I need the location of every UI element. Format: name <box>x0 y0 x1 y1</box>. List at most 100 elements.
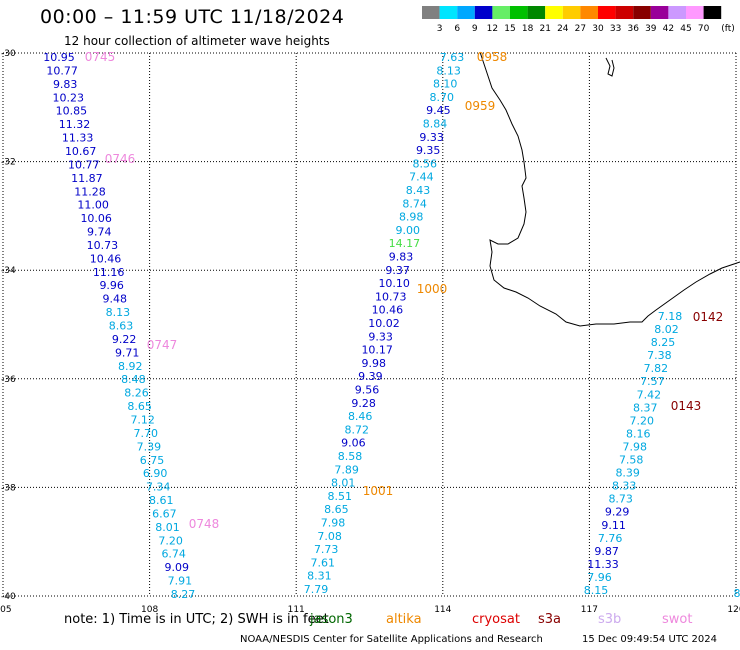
wave-height-value: 8.48 <box>121 373 146 386</box>
wave-height-values: 10.9510.779.8310.2310.8511.3211.3310.671… <box>43 51 740 601</box>
wave-height-value: 8.72 <box>345 423 370 436</box>
legend-tick-label: 45 <box>680 24 691 34</box>
wave-height-value: 8.84 <box>423 118 448 131</box>
legend-swatch <box>703 6 722 19</box>
lon-tick-label: 117 <box>581 605 598 615</box>
legend-tick-label: 24 <box>557 24 569 34</box>
legend-tick-label: 33 <box>610 24 621 34</box>
legend-unit: (ft) <box>721 24 735 34</box>
pass-time-label: 0958 <box>477 50 508 64</box>
legend-swatch <box>492 6 510 19</box>
wave-height-value: 6.74 <box>161 548 186 561</box>
wave-height-value: 7.70 <box>134 427 159 440</box>
wave-height-value: 8.27 <box>171 588 196 601</box>
wave-height-value: 7.89 <box>334 463 359 476</box>
legend-swatch <box>562 6 581 19</box>
legend-tick-label: 70 <box>698 24 710 34</box>
lat-tick-label: -36 <box>1 375 16 385</box>
wave-height-value: 8.01 <box>155 521 180 534</box>
wave-height-value: 7.82 <box>644 362 669 375</box>
wave-height-value: 8.26 <box>124 387 149 400</box>
pass-time-label: 1001 <box>363 484 394 498</box>
australia-coastline <box>479 51 740 327</box>
wave-height-value: 7.63 <box>440 51 465 64</box>
wave-height-value: 10.73 <box>375 290 407 303</box>
wave-height-value: 8.73 <box>608 493 633 506</box>
satellite-legend-item: s3a <box>538 612 562 627</box>
wave-height-value: 10.85 <box>56 105 88 118</box>
wave-height-value: 8.37 <box>633 401 658 414</box>
wave-height-value: 7.39 <box>137 440 162 453</box>
wave-height-value: 9.00 <box>396 224 421 237</box>
legend-swatch <box>510 6 528 19</box>
map-title: 00:00 – 11:59 UTC 11/18/2024 <box>40 6 345 28</box>
wave-height-value: 7.08 <box>317 530 342 543</box>
legend-tick-label: 6 <box>454 24 460 34</box>
edge-value-fragment: 8 <box>734 587 740 600</box>
legend-swatch <box>457 6 475 19</box>
legend-swatch <box>615 6 634 19</box>
wave-height-value: 10.77 <box>46 64 78 77</box>
wave-height-value: 10.95 <box>43 51 75 64</box>
legend-tick-label: 21 <box>539 24 550 34</box>
wave-height-value: 8.70 <box>430 91 455 104</box>
wave-height-value: 6.90 <box>143 467 168 480</box>
lon-tick-label: 111 <box>288 605 305 615</box>
wave-height-value: 10.73 <box>87 239 119 252</box>
legend-swatch <box>668 6 686 19</box>
satellite-legend-item: cryosat <box>472 612 520 627</box>
wave-height-value: 9.96 <box>99 279 124 292</box>
legend-tick-label: 30 <box>592 24 604 34</box>
credit-text: NOAA/NESDIS Center for Satellite Applica… <box>240 634 543 645</box>
legend-tick-label: 39 <box>645 24 657 34</box>
wave-height-value: 8.98 <box>399 211 424 224</box>
wave-height-value: 11.32 <box>59 118 91 131</box>
legend-tick-label: 27 <box>575 24 586 34</box>
legend-tick-label: 36 <box>627 24 639 34</box>
wave-height-value: 6.67 <box>152 508 177 521</box>
wave-height-value: 10.46 <box>90 252 122 265</box>
wave-height-value: 7.79 <box>304 583 329 596</box>
lat-tick-label: -38 <box>1 483 16 493</box>
wave-height-value: 9.87 <box>594 545 619 558</box>
legend-swatch <box>527 6 546 19</box>
wave-height-value: 7.20 <box>630 414 655 427</box>
wave-height-value: 8.63 <box>109 320 134 333</box>
wave-height-value: 8.33 <box>612 480 637 493</box>
legend-tick-label: 15 <box>504 24 515 34</box>
pass-time-label: 0746 <box>105 152 136 166</box>
wave-height-value: 7.38 <box>647 349 672 362</box>
wave-height-value: 7.34 <box>146 481 171 494</box>
wave-height-value: 8.39 <box>615 467 640 480</box>
wave-height-value: 8.46 <box>348 410 373 423</box>
legend-swatch <box>474 6 493 19</box>
wave-height-value: 9.28 <box>351 397 376 410</box>
wave-height-value: 11.33 <box>587 558 619 571</box>
wave-height-value: 11.16 <box>93 266 125 279</box>
wave-height-value: 7.42 <box>637 388 662 401</box>
lon-tick-label: 105 <box>0 605 12 615</box>
wave-height-value: 10.67 <box>65 145 97 158</box>
lon-tick-label: 120 <box>727 605 740 615</box>
wave-height-value: 8.25 <box>651 336 676 349</box>
legend-swatch <box>633 6 651 19</box>
wave-height-value: 7.44 <box>409 171 434 184</box>
wave-height-value: 8.02 <box>654 323 679 336</box>
wave-height-value: 14.17 <box>389 237 421 250</box>
satellite-legend-item: swot <box>662 612 693 627</box>
generated-timestamp: 15 Dec 09:49:54 UTC 2024 <box>582 634 717 645</box>
wave-height-value: 9.71 <box>115 346 140 359</box>
color-legend: 3 6 9 12 15 18 21 24 27 30 33 36 39 42 45 70 (ft) <box>422 6 735 34</box>
pass-time-label: 0747 <box>147 338 178 352</box>
legend-swatch <box>545 6 563 19</box>
wave-height-value: 9.33 <box>419 131 444 144</box>
wave-height-value: 7.98 <box>623 441 648 454</box>
pass-time-label: 0143 <box>671 399 702 413</box>
lon-tick-label: 108 <box>141 605 158 615</box>
wave-height-value: 8.01 <box>331 477 356 490</box>
wave-height-value: 7.91 <box>168 575 193 588</box>
wave-height-value: 8.13 <box>436 64 461 77</box>
wave-height-value: 10.17 <box>361 344 393 357</box>
wave-height-value: 7.20 <box>158 534 183 547</box>
wave-height-value: 6.75 <box>140 454 165 467</box>
